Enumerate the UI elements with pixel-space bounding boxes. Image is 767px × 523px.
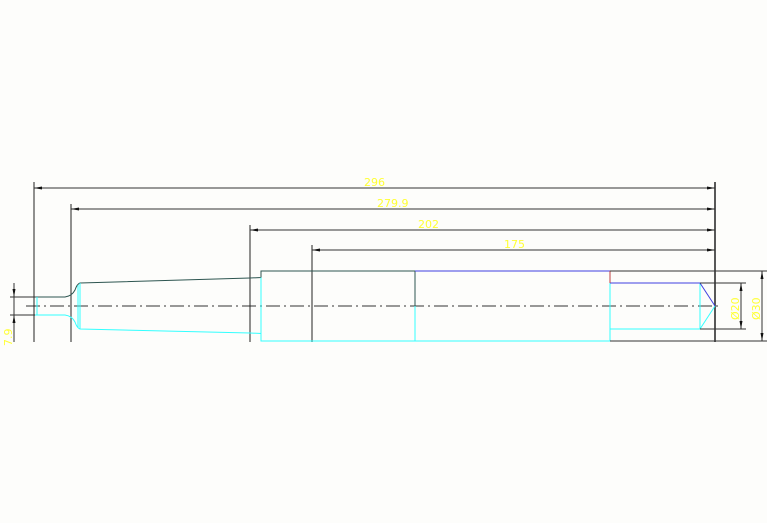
dim-small-diameter: Ø20 [729, 297, 742, 320]
extension-lines [33, 182, 716, 342]
shaft-outline-top [35, 270, 416, 306]
dim-length-4: 175 [504, 238, 525, 251]
shaft-outline-bottom [35, 277, 716, 342]
arrowheads [34, 186, 715, 252]
dim-length-3: 202 [418, 218, 439, 231]
left-dim-arrowheads [12, 289, 16, 323]
dim-left-diameter: 7.9 [2, 329, 15, 347]
dim-overall-length: 296 [364, 176, 385, 189]
shaft-outline-blue [415, 270, 716, 307]
dim-length-2: 279.9 [377, 197, 409, 210]
diameter-arrowheads [739, 271, 764, 341]
dimension-lines [34, 187, 715, 251]
dim-large-diameter: Ø30 [750, 297, 763, 320]
